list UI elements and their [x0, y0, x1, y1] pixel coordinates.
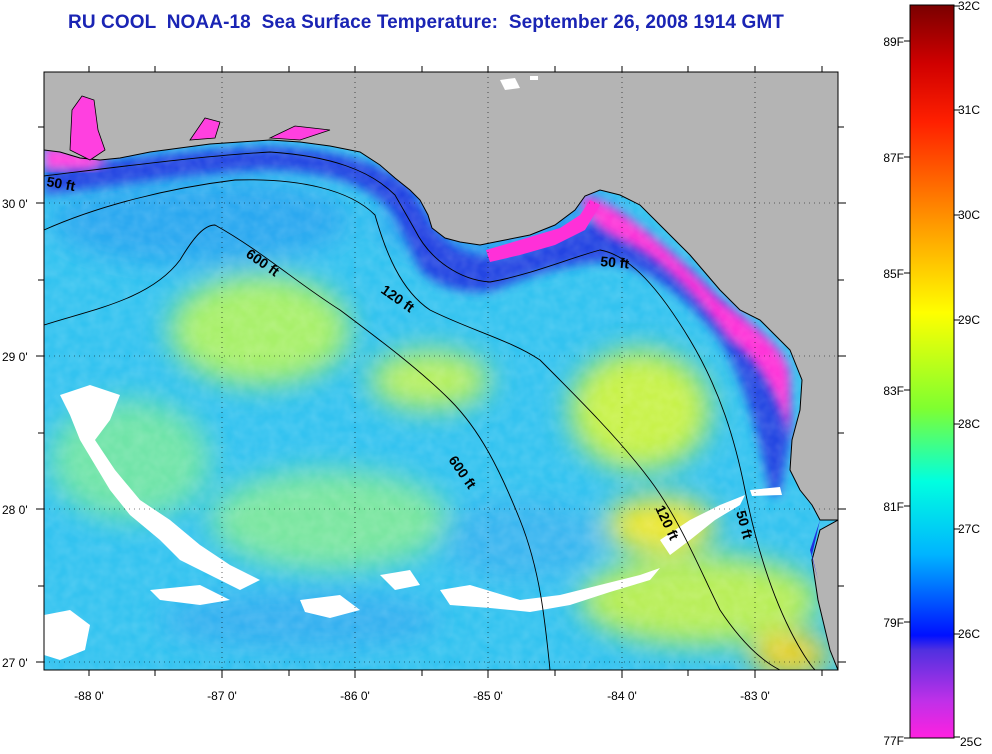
lat-label: 27 0'	[2, 656, 28, 670]
lat-label: 30 0'	[2, 197, 28, 211]
lon-label: -83 0'	[740, 689, 770, 703]
contour-label: 50 ft	[45, 173, 76, 194]
lon-label: -86 0'	[340, 689, 370, 703]
inland-lake	[500, 78, 520, 90]
apalachee-warm-edge	[486, 200, 600, 262]
latitude-labels: 30 0' 29 0' 28 0' 27 0'	[2, 197, 28, 670]
land-south	[811, 519, 838, 670]
lat-label: 28 0'	[2, 503, 28, 517]
lon-label: -85 0'	[473, 689, 503, 703]
map-title: RU COOL NOAA-18 Sea Surface Temperature:…	[68, 12, 784, 33]
tampa-bay	[810, 520, 820, 580]
inland-lake-small	[530, 76, 538, 80]
bathymetry-contours	[44, 151, 816, 670]
contour-120ft	[44, 179, 781, 670]
lat-label: 29 0'	[2, 350, 28, 364]
cloud-patches	[44, 385, 782, 660]
lon-label: -87 0'	[207, 689, 237, 703]
choctawhatchee-bay	[268, 125, 331, 141]
land-mass	[44, 72, 838, 521]
map-frame	[43, 71, 839, 671]
contour-50ft	[44, 151, 816, 670]
pensacola-bay	[189, 117, 221, 141]
lon-label: -84 0'	[607, 689, 637, 703]
contour-600ft	[44, 224, 551, 670]
contour-label: 50 ft	[600, 253, 630, 271]
mobile-bay	[69, 95, 106, 161]
longitude-labels: -88 0' -87 0' -86 0' -85 0' -84 0' -83 0…	[74, 689, 770, 703]
contour-label: 50 ft	[733, 509, 756, 541]
axis-ticks	[36, 66, 846, 678]
lon-label: -88 0'	[74, 689, 104, 703]
